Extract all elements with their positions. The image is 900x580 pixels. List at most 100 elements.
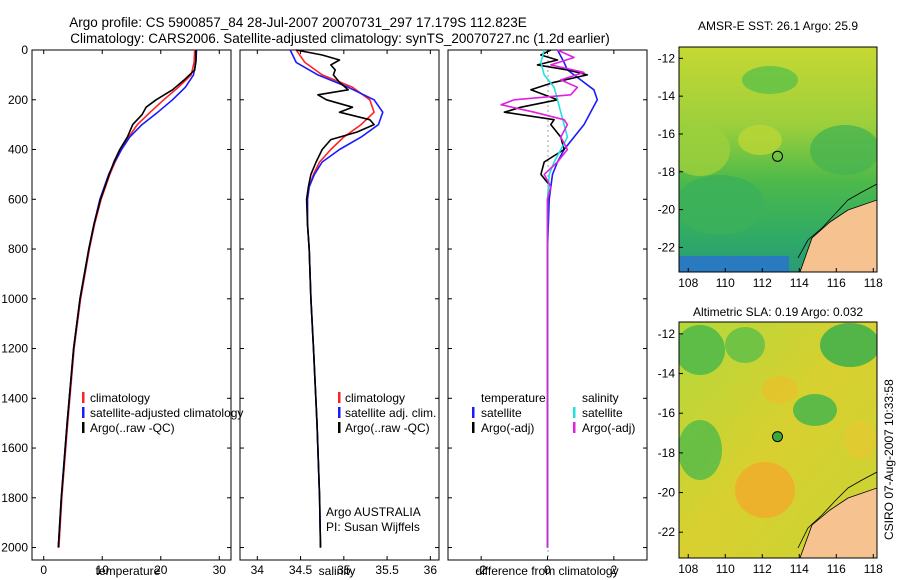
sla-patch <box>735 462 795 518</box>
difference-x-axis: -2 0 2 <box>476 50 617 577</box>
temperature-x-axis: 0 10 20 30 <box>40 50 226 577</box>
x-tick-label: 36 <box>424 563 438 577</box>
legend-label-temp-satellite: satellite <box>481 406 522 420</box>
lat-tick-label: -16 <box>658 406 676 420</box>
sst-map-axes: 108 110 112 114 116 118 -12 -14 -16 -18 -20 -22 <box>658 51 884 290</box>
lat-tick-label: -18 <box>658 446 676 460</box>
depth-tick-label: 1000 <box>1 292 28 306</box>
x-tick-label: 0 <box>40 563 47 577</box>
x-tick-label: 30 <box>213 563 227 577</box>
series-line-argo-raw-qc- <box>57 50 197 548</box>
sla-patch <box>844 420 876 460</box>
series-line-salinity-satellite <box>540 49 569 548</box>
legend-swatch-sal-satellite <box>573 407 576 418</box>
depth-tick-label: 400 <box>8 143 28 157</box>
argo-note-line2: PI: Susan Wijffels <box>326 520 420 534</box>
lat-tick-label: -18 <box>658 165 676 179</box>
sla-map-frame <box>678 321 878 559</box>
lon-tick-label: 118 <box>864 276 883 290</box>
legend-label-climatology: climatology <box>345 391 405 405</box>
sst-patch <box>679 175 765 235</box>
lon-tick-label: 110 <box>716 562 735 576</box>
sst-map-title: AMSR-E SST: 26.1 Argo: 25.9 <box>698 19 858 33</box>
sla-patch <box>679 325 725 375</box>
sla-map-title: Altimetric SLA: 0.19 Argo: 0.032 <box>693 305 863 319</box>
lon-tick-label: 114 <box>790 562 809 576</box>
lat-tick-label: -12 <box>658 327 676 341</box>
credit-stamp: CSIRO 07-Aug-2007 10:33:58 <box>882 379 896 540</box>
lon-tick-label: 116 <box>827 276 846 290</box>
sst-patch <box>742 66 798 94</box>
bathymetry-contour <box>797 183 877 259</box>
salinity-xlabel: salinity <box>319 564 356 578</box>
depth-tick-label: 1800 <box>1 491 28 505</box>
series-line-temperature-argo-adj- <box>503 49 589 548</box>
x-tick-label: -2 <box>476 563 487 577</box>
lon-tick-label: 108 <box>678 562 698 576</box>
legend-swatch-climatology <box>82 392 85 403</box>
legend-swatch-temp-argo <box>472 422 475 433</box>
legend-label-satellite: satellite adj. clim. <box>345 406 436 420</box>
temperature-xlabel: temperature <box>96 564 161 578</box>
lat-tick-label: -22 <box>658 525 676 539</box>
temperature-panel-frame <box>31 49 232 561</box>
bathymetry-contour <box>797 471 877 549</box>
sst-patch <box>738 125 782 155</box>
legend-label-sal-satellite: satellite <box>582 406 623 420</box>
sst-patch <box>679 124 730 176</box>
sst-patch <box>810 125 877 175</box>
lat-tick-label: -22 <box>658 240 676 254</box>
x-tick-label: 0 <box>544 563 551 577</box>
depth-tick-label: 1600 <box>1 441 28 455</box>
sst-cool-band <box>679 256 789 272</box>
sla-map-image <box>679 322 877 558</box>
lat-tick-label: -14 <box>658 89 676 103</box>
lon-tick-label: 112 <box>753 276 772 290</box>
series-line-temperature-satellite <box>546 49 599 548</box>
lon-tick-label: 116 <box>827 562 846 576</box>
difference-legend: temperature satellite Argo(-adj) salinit… <box>472 391 635 435</box>
legend-label-sal-argo: Argo(-adj) <box>582 421 635 435</box>
legend-swatch-temp-satellite <box>472 407 475 418</box>
legend-label-climatology: climatology <box>90 391 150 405</box>
legend-swatch-argo <box>82 422 85 433</box>
sla-patch <box>725 327 765 363</box>
lat-tick-label: -20 <box>658 203 676 217</box>
legend-swatch-sal-argo <box>573 422 576 433</box>
australia-land <box>799 199 877 272</box>
lat-tick-label: -16 <box>658 127 676 141</box>
argo-position-marker <box>772 431 783 443</box>
series-line-argo-raw-qc- <box>296 49 375 548</box>
depth-tick-label: 800 <box>8 242 28 256</box>
depth-tick-label: 600 <box>8 192 28 206</box>
lon-tick-label: 114 <box>790 276 809 290</box>
lat-tick-label: -20 <box>658 486 676 500</box>
x-tick-label: 34.5 <box>289 563 313 577</box>
legend-swatch-satellite <box>82 407 85 418</box>
argo-position-marker <box>772 150 783 162</box>
sst-map-image <box>679 47 877 272</box>
salinity-x-axis: 34 34.5 35 35.5 36 <box>251 50 438 577</box>
difference-series <box>500 49 599 548</box>
sla-patch <box>793 394 837 426</box>
depth-tick-label: 1200 <box>1 342 28 356</box>
lon-tick-label: 118 <box>864 562 883 576</box>
lon-tick-label: 108 <box>678 276 698 290</box>
legend-label-temp-argo: Argo(-adj) <box>481 421 534 435</box>
salinity-legend: climatology satellite adj. clim. Argo(..… <box>338 391 436 435</box>
legend-swatch-climatology <box>338 392 341 403</box>
x-tick-label: 2 <box>610 563 617 577</box>
legend-label-argo: Argo(..raw -QC) <box>345 421 430 435</box>
salinity-series <box>289 49 384 548</box>
sla-map-axes: 108 110 112 114 116 118 -12 -14 -16 -18 -20 -22 <box>658 327 884 576</box>
legend-title-salinity: salinity <box>582 391 619 405</box>
sst-map-frame <box>678 46 878 273</box>
depth-tick-label: 2000 <box>1 541 28 555</box>
difference-xlabel: difference from climatology <box>475 564 618 578</box>
legend-label-satellite: satellite-adjusted climatology <box>90 406 243 420</box>
series-line-satellite-adjusted-climatology <box>57 49 198 548</box>
series-line-salinity-argo-adj- <box>500 49 585 548</box>
lat-tick-label: -14 <box>658 367 676 381</box>
x-tick-label: 35.5 <box>375 563 399 577</box>
